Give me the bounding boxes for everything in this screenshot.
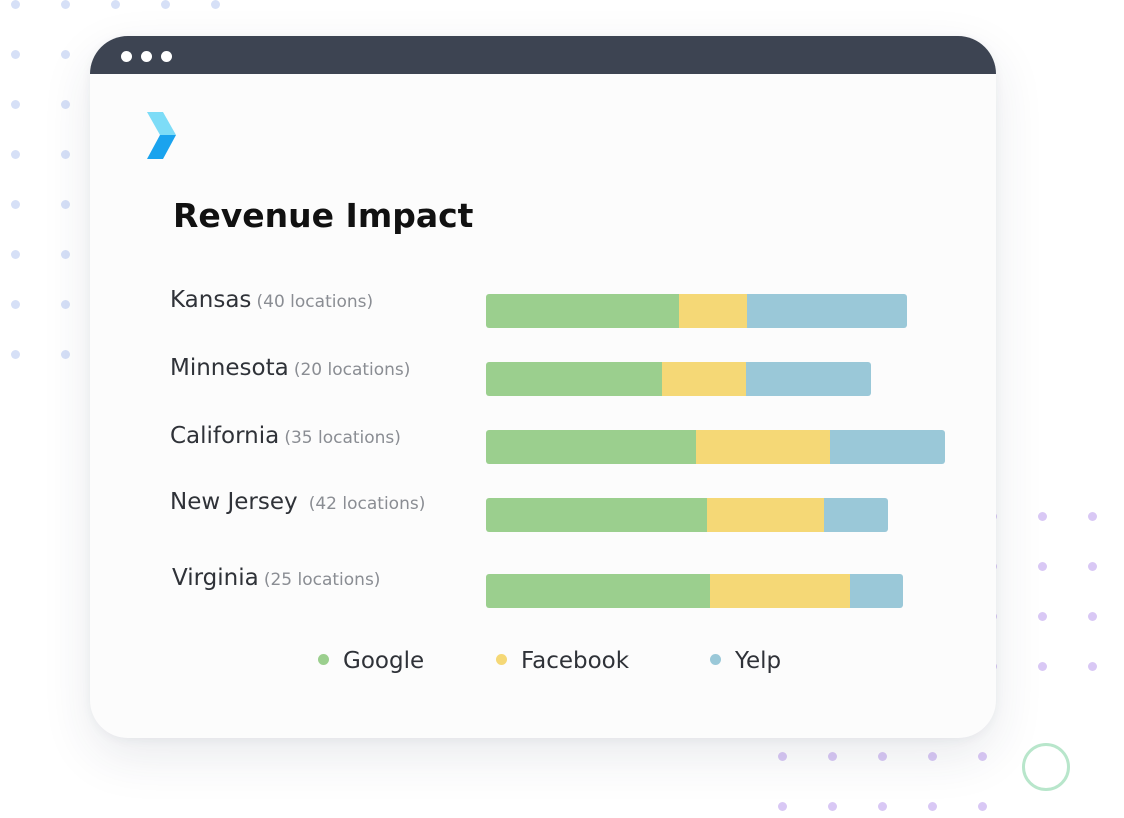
bar-california-google <box>486 430 696 464</box>
bar-group-minnesota <box>486 362 871 396</box>
decorative-dot <box>61 50 70 59</box>
decorative-dot <box>61 200 70 209</box>
location-count: (20 locations) <box>293 360 411 380</box>
stacked-bar-chart <box>486 294 945 608</box>
bar-virginia-google <box>486 574 710 608</box>
decorative-dot <box>778 752 787 761</box>
decorative-dot <box>211 0 220 9</box>
bar-minnesota-facebook <box>662 362 746 396</box>
decorative-dot <box>61 350 70 359</box>
bar-minnesota-yelp <box>746 362 871 396</box>
legend-marker-yelp <box>710 653 721 665</box>
chart-title: Revenue Impact <box>173 196 474 235</box>
legend-marker-facebook <box>496 653 507 665</box>
window-dot <box>121 51 132 62</box>
decorative-dot <box>11 50 20 59</box>
location-count: (42 locations) <box>308 494 426 514</box>
decorative-dot <box>161 0 170 9</box>
decorative-dot <box>61 150 70 159</box>
decorative-dot <box>928 802 937 811</box>
decorative-dot <box>978 752 987 761</box>
decorative-dot <box>1088 512 1097 521</box>
bar-kansas-yelp <box>747 294 907 328</box>
bar-minnesota-google <box>486 362 662 396</box>
chart-window: Revenue Impact Kansas (40 locations) Min… <box>90 36 996 738</box>
decorative-dot <box>11 350 20 359</box>
row-label-new-jersey: New Jersey (42 locations) <box>170 489 425 515</box>
decorative-dot <box>1088 612 1097 621</box>
category-label: Kansas <box>170 287 252 313</box>
bar-group-new-jersey <box>486 498 888 532</box>
decorative-dot <box>828 752 837 761</box>
decorative-dot <box>111 0 120 9</box>
decorative-dot <box>11 0 20 9</box>
window-dot <box>161 51 172 62</box>
decorative-dot <box>828 802 837 811</box>
decorative-dot <box>1088 562 1097 571</box>
decorative-dot <box>1088 662 1097 671</box>
decorative-dot <box>1038 512 1047 521</box>
category-label: Virginia <box>172 565 259 591</box>
bar-virginia-yelp <box>850 574 903 608</box>
location-count: (35 locations) <box>284 428 401 448</box>
location-count: (40 locations) <box>256 292 374 312</box>
bar-group-virginia <box>486 574 903 608</box>
decorative-dot <box>61 250 70 259</box>
window-titlebar <box>90 36 996 74</box>
bar-california-facebook <box>696 430 830 464</box>
decorative-dot <box>11 200 20 209</box>
decorative-dot <box>1038 562 1047 571</box>
decorative-dot <box>1038 662 1047 671</box>
legend-label: Google <box>343 648 425 674</box>
legend-marker-google <box>318 653 329 665</box>
decorative-dot <box>878 802 887 811</box>
legend-label: Facebook <box>521 648 630 674</box>
decorative-dot <box>878 752 887 761</box>
bar-new-jersey-yelp <box>824 498 888 532</box>
decorative-dot <box>928 752 937 761</box>
decorative-dot <box>11 300 20 309</box>
ring-decoration <box>1022 743 1070 791</box>
category-label: Minnesota <box>170 355 289 381</box>
bar-kansas-google <box>486 294 679 328</box>
bar-kansas-facebook <box>679 294 747 328</box>
window-dot <box>141 51 152 62</box>
legend-label: Yelp <box>735 648 782 674</box>
chevron-logo-icon <box>147 112 176 159</box>
decorative-dot <box>61 0 70 9</box>
bar-group-california <box>486 430 945 464</box>
legend-item-yelp: Yelp <box>710 648 781 674</box>
bar-group-kansas <box>486 294 907 328</box>
decorative-dot <box>61 100 70 109</box>
decorative-dot <box>1038 612 1047 621</box>
location-count: (25 locations) <box>263 570 381 590</box>
decorative-dot <box>978 802 987 811</box>
decorative-dot <box>11 100 20 109</box>
category-label: California <box>170 423 280 449</box>
decorative-dot <box>778 802 787 811</box>
row-label-virginia: Virginia (25 locations) <box>172 565 380 591</box>
decorative-dot <box>61 300 70 309</box>
legend-item-google: Google <box>318 648 424 674</box>
category-label: New Jersey <box>170 489 298 515</box>
bar-new-jersey-facebook <box>707 498 824 532</box>
row-label-kansas: Kansas (40 locations) <box>170 287 373 313</box>
row-label-california: California (35 locations) <box>170 423 401 449</box>
legend-item-facebook: Facebook <box>496 648 629 674</box>
bar-new-jersey-google <box>486 498 707 532</box>
decorative-dot <box>11 150 20 159</box>
chart-legend: Google Facebook Yelp <box>90 648 996 680</box>
decorative-dot <box>11 250 20 259</box>
bar-california-yelp <box>830 430 945 464</box>
bar-virginia-facebook <box>710 574 850 608</box>
row-label-minnesota: Minnesota (20 locations) <box>170 355 410 381</box>
